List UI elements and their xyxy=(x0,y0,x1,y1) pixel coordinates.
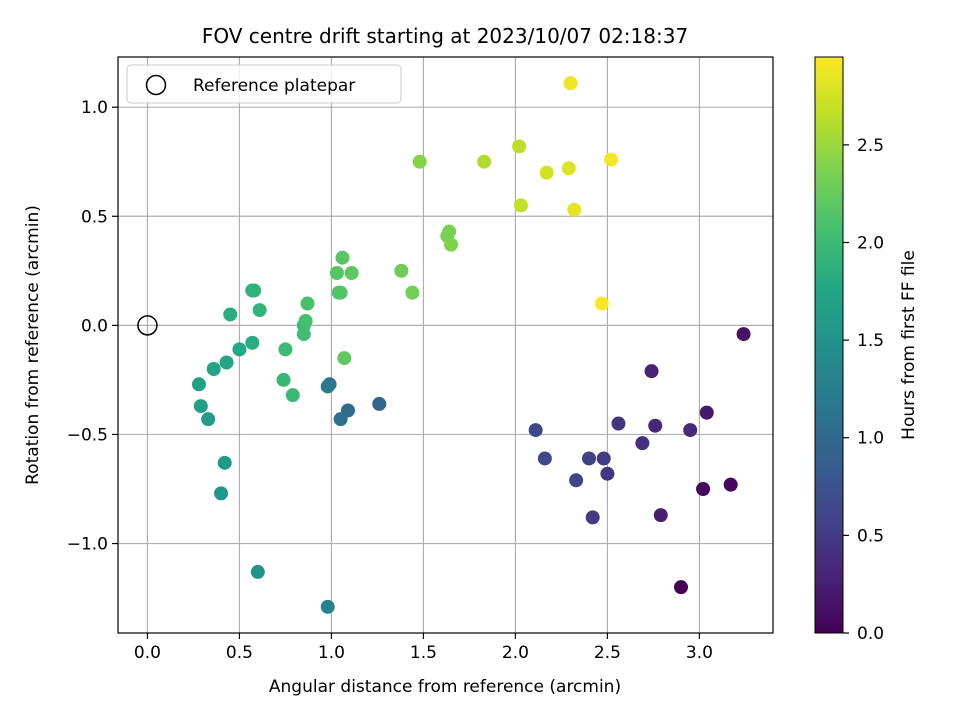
data-point xyxy=(219,355,234,370)
data-point xyxy=(337,351,352,366)
data-point xyxy=(247,283,262,298)
colorbar-label: Hours from first FF file xyxy=(899,250,919,440)
x-axis-label: Angular distance from reference (arcmin) xyxy=(269,677,621,697)
legend: Reference platepar xyxy=(126,64,402,104)
data-point xyxy=(653,508,668,523)
data-point xyxy=(696,482,711,496)
data-point xyxy=(569,473,584,488)
data-point xyxy=(444,237,459,252)
colorbar-tick-label: 1.0 xyxy=(857,429,884,449)
colorbar-ticks: 0.0 0.5 1.0 1.5 2.0 2.5 xyxy=(843,136,884,644)
data-point xyxy=(648,418,663,433)
data-point xyxy=(412,154,427,169)
y-tick-label: 0.0 xyxy=(81,316,108,336)
x-axis-ticks: 0.0 0.5 1.0 1.5 2.0 2.5 3.0 xyxy=(134,633,713,663)
data-point xyxy=(320,379,335,394)
x-tick-label: 2.5 xyxy=(594,643,621,663)
data-point xyxy=(394,263,409,278)
data-point xyxy=(250,564,265,579)
data-point xyxy=(193,399,208,414)
data-point xyxy=(214,486,229,501)
data-point xyxy=(537,451,552,466)
data-point xyxy=(596,451,611,466)
data-point xyxy=(442,224,457,239)
data-point xyxy=(611,416,626,431)
data-point xyxy=(477,154,492,169)
data-point xyxy=(278,342,293,357)
data-point xyxy=(513,198,528,213)
data-point xyxy=(333,412,348,427)
data-point xyxy=(600,466,615,481)
x-tick-label: 3.0 xyxy=(686,643,713,663)
data-point xyxy=(699,405,714,420)
y-tick-label: −0.5 xyxy=(67,425,108,445)
data-point xyxy=(635,436,650,451)
data-point xyxy=(512,139,527,154)
data-point xyxy=(736,327,751,342)
x-tick-label: 0.5 xyxy=(226,643,253,663)
data-point xyxy=(276,372,291,387)
colorbar-tick-label: 1.5 xyxy=(857,331,884,351)
y-tick-label: −1.0 xyxy=(67,535,108,555)
data-point xyxy=(563,76,578,91)
colorbar-tick-label: 2.0 xyxy=(857,233,884,253)
data-point xyxy=(567,202,582,217)
data-point xyxy=(539,165,554,180)
data-point xyxy=(296,327,311,342)
data-point xyxy=(298,314,313,328)
data-point xyxy=(561,161,576,176)
data-point xyxy=(594,296,609,311)
y-tick-label: 0.5 xyxy=(81,207,108,227)
data-point xyxy=(206,362,221,376)
data-point xyxy=(344,266,359,280)
data-point xyxy=(300,296,315,311)
data-point xyxy=(201,412,216,427)
y-axis-ticks: −1.0 −0.5 0.0 0.5 1.0 xyxy=(67,98,118,555)
data-point xyxy=(723,477,738,492)
data-point xyxy=(329,266,344,280)
grid xyxy=(118,57,773,633)
data-point xyxy=(644,364,659,379)
chart-title: FOV centre drift starting at 2023/10/07 … xyxy=(202,24,688,48)
data-point xyxy=(683,423,698,438)
data-point xyxy=(333,285,348,300)
reference-marker xyxy=(137,315,158,336)
data-point xyxy=(372,396,387,411)
data-point xyxy=(245,335,260,350)
data-point xyxy=(191,377,206,392)
x-tick-label: 1.5 xyxy=(410,643,437,663)
data-point xyxy=(585,510,600,525)
x-tick-label: 2.0 xyxy=(502,643,529,663)
y-axis-label: Rotation from reference (arcmin) xyxy=(23,205,43,485)
data-point xyxy=(217,455,232,470)
legend-box xyxy=(126,64,402,104)
legend-marker-icon xyxy=(145,74,167,96)
data-point xyxy=(604,152,619,167)
data-points xyxy=(191,76,751,614)
colorbar-tick-label: 0.5 xyxy=(857,526,884,546)
y-tick-label: 1.0 xyxy=(81,98,108,118)
data-point xyxy=(320,599,335,614)
data-point xyxy=(405,285,420,300)
data-point xyxy=(232,342,247,357)
legend-entry-label: Reference platepar xyxy=(193,76,355,96)
data-point xyxy=(285,388,300,403)
colorbar-tick-label: 0.0 xyxy=(857,624,884,644)
data-point xyxy=(223,307,238,322)
plot-frame xyxy=(117,56,774,634)
colorbar-tick-label: 2.5 xyxy=(857,136,884,156)
data-point xyxy=(528,423,543,438)
data-point xyxy=(674,580,689,595)
x-tick-label: 0.0 xyxy=(134,643,161,663)
data-point xyxy=(335,250,350,265)
x-tick-label: 1.0 xyxy=(318,643,345,663)
data-point xyxy=(252,303,267,318)
data-point xyxy=(582,451,597,466)
colorbar xyxy=(814,56,844,634)
